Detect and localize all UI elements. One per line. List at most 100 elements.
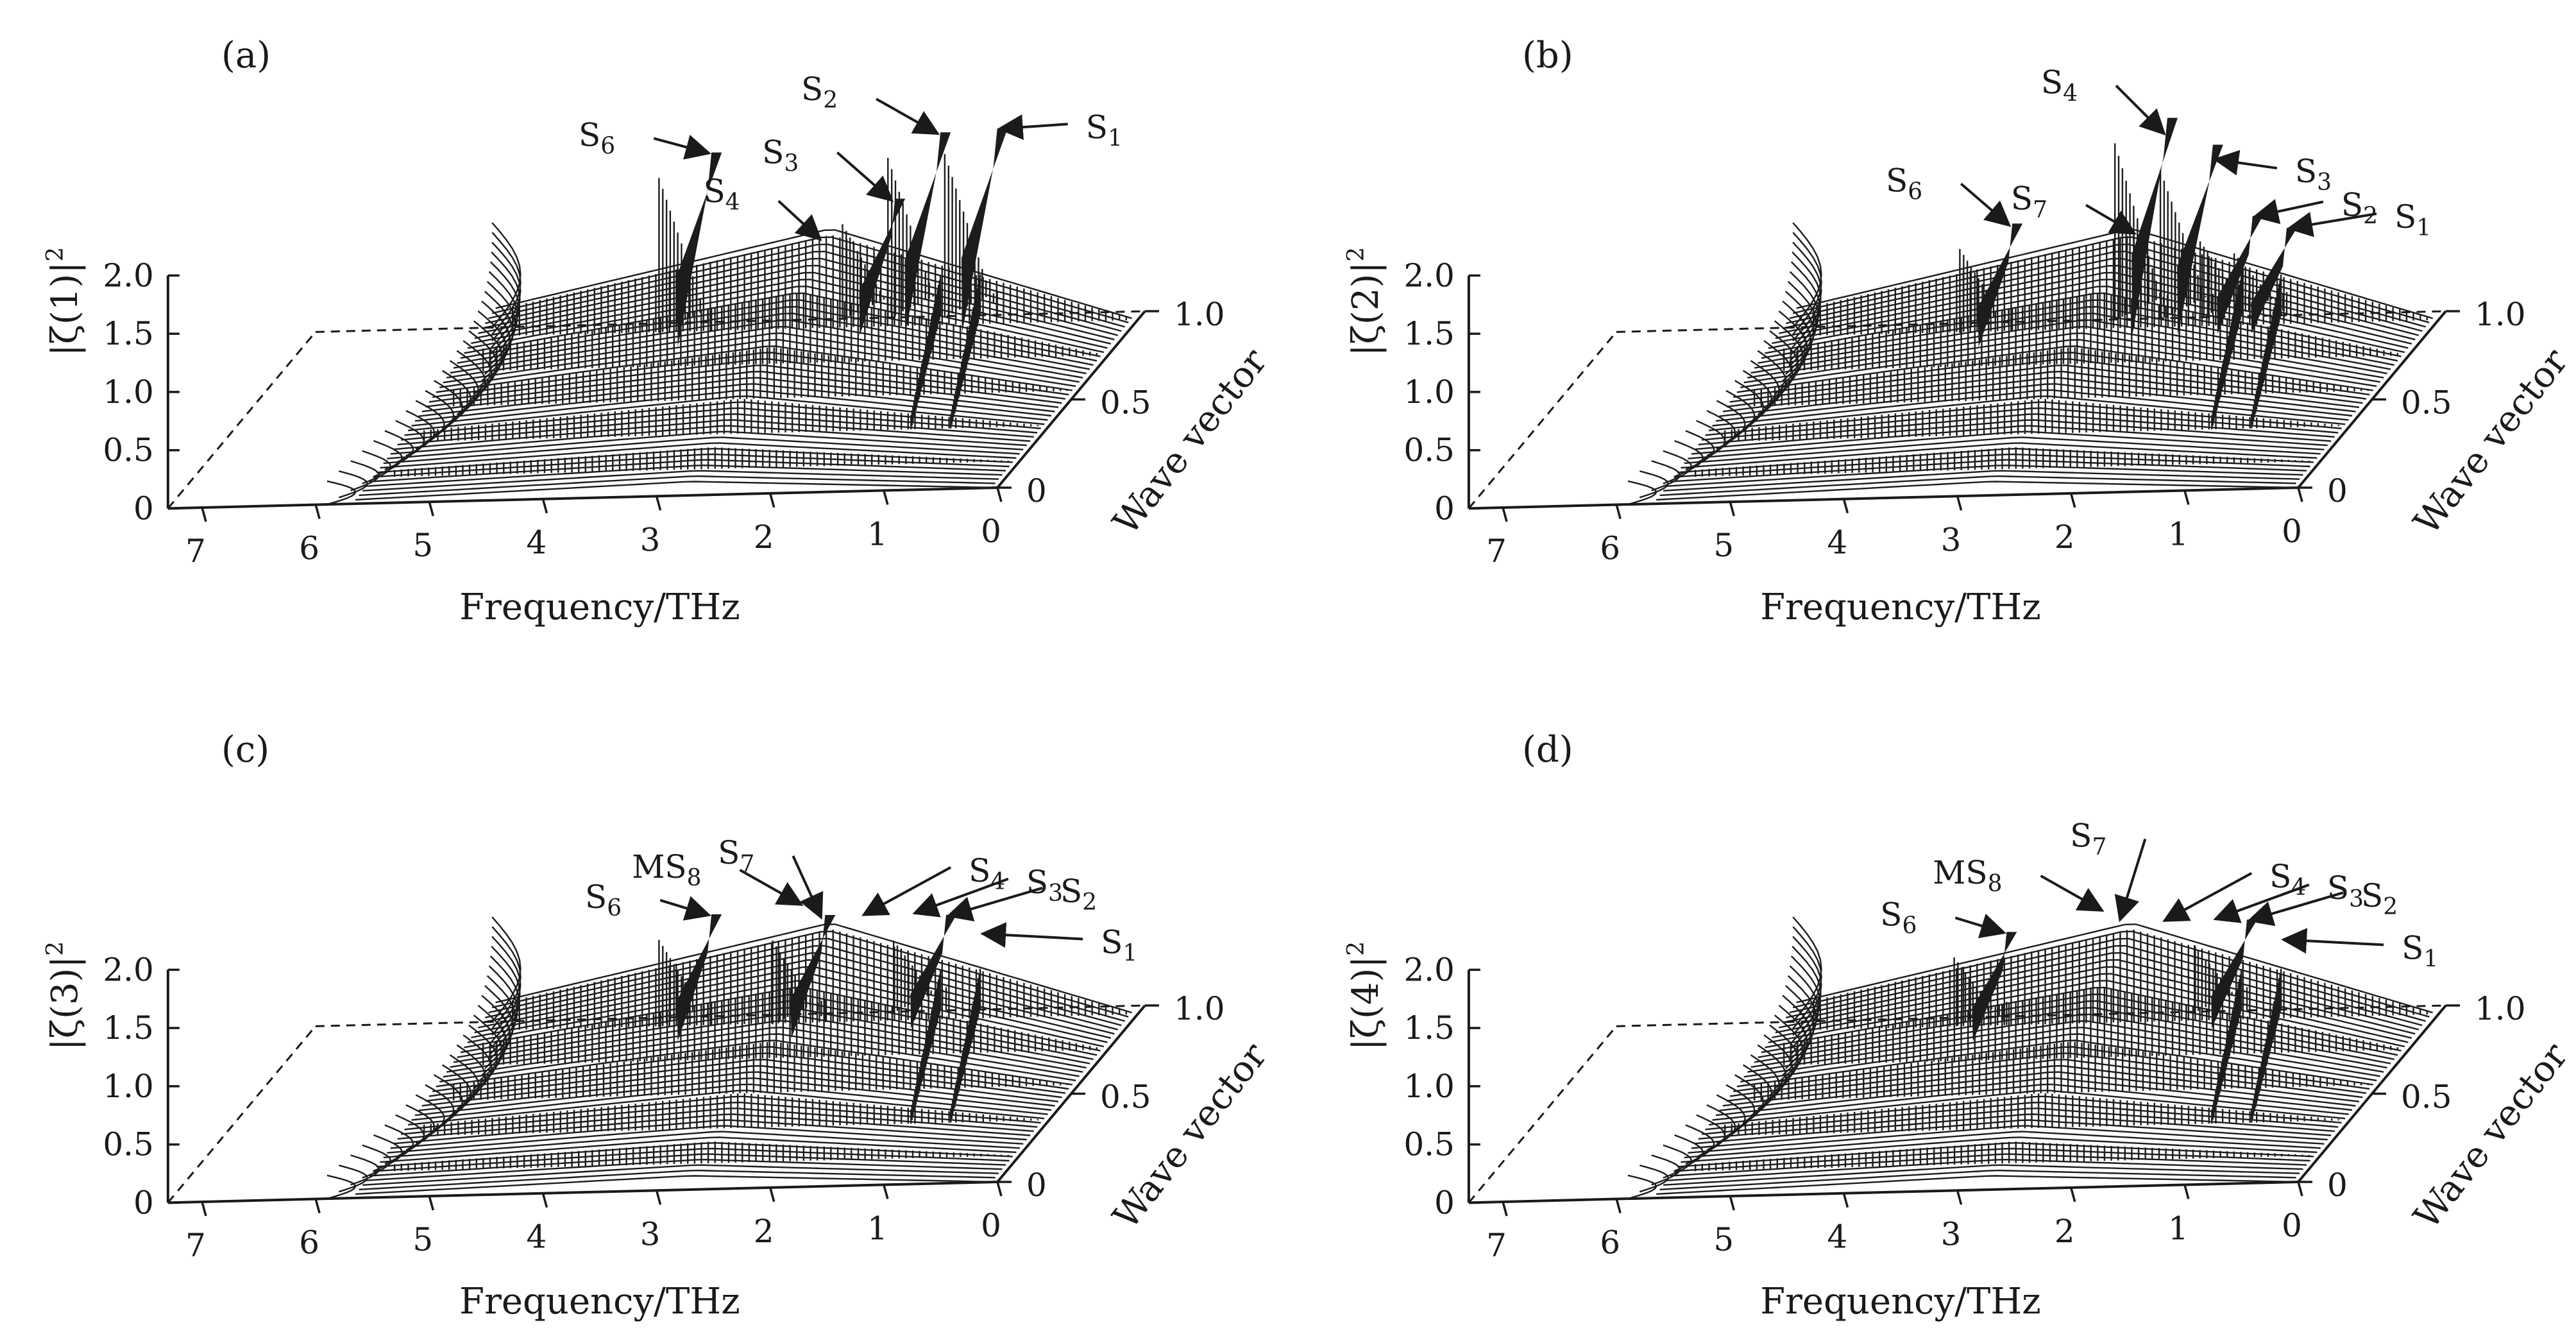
wavevector-tick-label: 1.0 <box>2475 296 2526 333</box>
frequency-tick-mark <box>2070 493 2076 508</box>
dispersion-curve <box>436 345 1072 393</box>
surface-mode-peaks <box>658 914 956 1041</box>
annotation-arrow <box>997 114 1068 141</box>
peak-spike <box>910 914 956 1029</box>
dispersion-curve <box>1796 923 2433 1014</box>
annotation-label-sub: 1 <box>2416 215 2431 241</box>
dispersion-curve <box>1726 364 2363 407</box>
z-axis-label-sup: 2 <box>42 247 69 262</box>
annotation-label-base: S <box>801 71 823 108</box>
annotation-arrow <box>2253 199 2324 225</box>
annotation-label-base: MS <box>1933 854 1987 891</box>
frequency-tick-mark <box>1502 1201 1508 1217</box>
dispersion-curve <box>1685 430 1715 471</box>
frequency-tick-label: 6 <box>299 530 319 567</box>
z-tick-label: 1.5 <box>103 1009 154 1047</box>
dispersion-curve <box>1740 339 2377 388</box>
frequency-tick-label: 7 <box>185 1227 206 1264</box>
frequency-tick-label: 3 <box>640 521 661 558</box>
dispersion-curve <box>491 241 521 341</box>
frequency-tick-mark <box>428 1195 434 1211</box>
z-axis-label: |ζ(4)|2 <box>1343 941 1387 1050</box>
dispersion-curve <box>1659 1169 2296 1191</box>
annotation-arrow <box>861 866 952 916</box>
panel-label: (a) <box>221 35 271 76</box>
frequency-tick-label: 4 <box>527 524 547 561</box>
annotation-label: S3 <box>762 134 799 177</box>
annotation-label-sub: 2 <box>823 87 838 114</box>
dispersion-curve <box>384 430 414 471</box>
dispersion-curve <box>387 1125 1024 1154</box>
annotation-label: S6 <box>585 878 622 921</box>
dispersion-curve <box>481 257 1119 336</box>
annotation-arrow <box>1960 182 2012 227</box>
dispersion-curve <box>1681 442 2318 469</box>
peak-spike <box>859 198 906 336</box>
frequency-tick-label: 4 <box>527 1219 547 1256</box>
annotation-label-sub: 4 <box>2063 80 2078 107</box>
annotation-label-base: S <box>2361 877 2383 914</box>
frequency-tick-mark <box>2183 1184 2190 1199</box>
dispersion-curve <box>478 959 1115 1035</box>
dispersion-curve <box>491 232 521 335</box>
dispersion-curve <box>1772 278 2409 349</box>
annotation-label: S7 <box>2011 180 2047 223</box>
frequency-tick-label: 6 <box>299 1224 319 1261</box>
wavevector-axis-label: Wave vector <box>2406 1035 2576 1236</box>
dispersion-curve <box>1772 973 2409 1043</box>
frequency-tick-label: 2 <box>754 518 774 556</box>
wavevector-axis-label: Wave vector <box>2406 341 2576 542</box>
annotation-label-base: S <box>1060 873 1082 910</box>
annotation-label: MS8 <box>632 848 701 891</box>
annotation-arrow <box>739 869 804 906</box>
z-axis-label-sup: 2 <box>1343 941 1369 956</box>
annotation-label-base: S <box>579 117 600 154</box>
dispersion-curve <box>355 481 992 501</box>
dispersion-curve <box>1719 1071 2356 1111</box>
dispersion-curve <box>462 1034 493 1103</box>
annotation-label: S3 <box>2295 153 2332 196</box>
wavevector-tick-label: 0 <box>2327 472 2348 509</box>
z-tick-label: 0 <box>1434 1184 1455 1221</box>
annotation-label-base: S <box>1026 864 1048 901</box>
dispersion-curve <box>1736 1039 2373 1088</box>
frequency-axis-line <box>167 1181 998 1204</box>
spectrum-mesh <box>326 916 1132 1200</box>
annotation-arrow <box>980 922 1083 948</box>
dispersion-curve <box>1685 1124 1715 1165</box>
dispersion-curve <box>415 1094 445 1144</box>
dispersion-curve <box>362 470 999 492</box>
annotation-label: S1 <box>1101 923 1137 966</box>
annotation-label: S4 <box>2041 64 2078 107</box>
dispersion-curve <box>478 264 1115 341</box>
dispersion-curve <box>1712 389 2349 427</box>
annotation-label-sub: 6 <box>1902 912 1917 939</box>
frequency-tick-label: 1 <box>867 515 888 552</box>
dispersion-curve <box>1792 241 1822 341</box>
annotation-arrow <box>2114 838 2147 923</box>
annotation-label: S1 <box>1086 108 1123 151</box>
dispersion-curve <box>397 413 1034 446</box>
annotation-label-sub: 1 <box>1123 940 1137 966</box>
frequency-tick-label: 4 <box>1827 1219 1848 1256</box>
frequency-tick-mark <box>2070 1187 2076 1202</box>
z-axis-label-sup: 2 <box>42 941 69 956</box>
frequency-tick-label: 6 <box>1600 1224 1620 1261</box>
annotation-label: S2 <box>1060 873 1097 916</box>
panel-c: 00.51.01.52.07 6 5 4 3 2 1 000.51.0|ζ(3)|2Frequ… <box>42 729 1275 1322</box>
annotation-label-base: S <box>969 852 990 889</box>
panel-label: (d) <box>1522 729 1573 771</box>
frequency-tick-label: 0 <box>2282 1207 2302 1244</box>
dispersion-curve <box>1684 1131 2321 1159</box>
annotation-arrow <box>659 896 711 921</box>
annotation-label-sub: 2 <box>1082 889 1097 916</box>
annotation-arrow <box>2281 928 2384 954</box>
annotation-label-sub: 8 <box>687 865 702 891</box>
dispersion-curve <box>1779 264 2416 341</box>
dispersion-curve <box>411 1083 1048 1121</box>
dispersion-curve <box>373 1147 1010 1172</box>
annotation-label-sub: 2 <box>2363 203 2378 229</box>
peak-spike <box>961 128 1008 333</box>
